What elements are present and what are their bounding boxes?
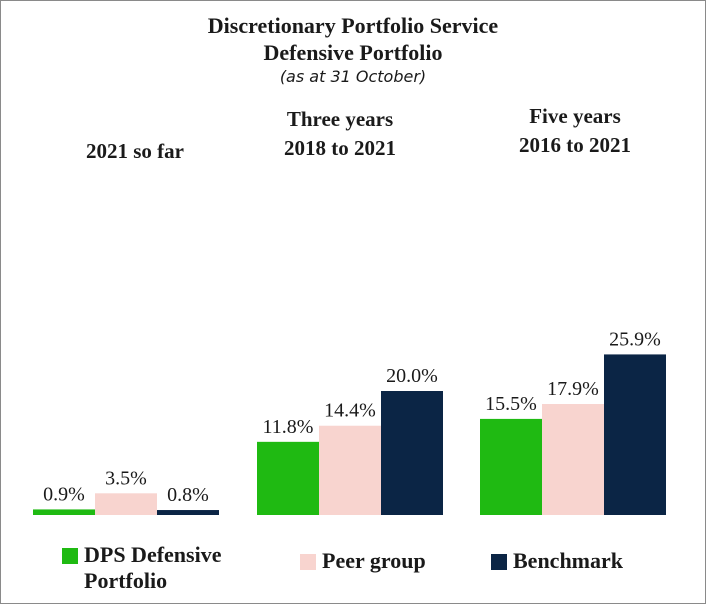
bar-peer-three-years — [319, 425, 381, 515]
legend-item-dps: DPS Defensive Portfolio — [62, 542, 221, 594]
legend-label-dps: DPS Defensive Portfolio — [84, 542, 222, 593]
legend-swatch-peer — [300, 554, 316, 570]
chart-title: Discretionary Portfolio Service — [207, 13, 499, 38]
bar-benchmark-2021 — [157, 510, 219, 515]
group-label-2021: 2021 so far — [50, 137, 220, 166]
chart-date-note: (as at 31 October) — [279, 67, 427, 86]
bar-benchmark-five-years — [604, 354, 666, 515]
legend: DPS Defensive Portfolio Peer group Bench… — [0, 542, 706, 598]
value-label-benchmark-five-years: 25.9% — [609, 328, 661, 350]
bar-dps-2021 — [33, 509, 95, 515]
value-label-peer-five-years: 17.9% — [547, 378, 599, 400]
legend-swatch-benchmark — [491, 554, 507, 570]
value-label-dps-three-years: 11.8% — [263, 416, 314, 438]
bar-peer-2021 — [95, 493, 157, 515]
group-label-three-years-line2: 2018 to 2021 — [284, 136, 396, 160]
group-label-five-years-line1: Five years — [529, 104, 621, 128]
group-label-three-years-line1: Three years — [286, 107, 394, 131]
value-label-peer-three-years: 14.4% — [324, 400, 376, 422]
group-label-2021-line1: 2021 so far — [86, 139, 184, 163]
bar-peer-five-years — [542, 404, 604, 515]
group-label-five-years: Five years 2016 to 2021 — [475, 102, 675, 160]
value-label-peer-2021: 3.5% — [105, 467, 147, 489]
legend-label-benchmark: Benchmark — [513, 548, 623, 573]
value-label-benchmark-three-years: 20.0% — [386, 365, 438, 387]
legend-swatch-dps — [62, 548, 78, 564]
value-label-dps-five-years: 15.5% — [485, 393, 537, 415]
value-label-benchmark-2021: 0.8% — [167, 484, 209, 506]
group-label-three-years: Three years 2018 to 2021 — [240, 105, 440, 163]
chart-title-line2: Defensive Portfolio — [263, 40, 443, 65]
group-label-five-years-line2: 2016 to 2021 — [519, 133, 631, 157]
legend-item-benchmark: Benchmark — [491, 548, 623, 574]
legend-item-peer: Peer group — [300, 548, 426, 574]
bar-dps-five-years — [480, 418, 542, 515]
bar-benchmark-three-years — [381, 391, 443, 515]
bar-dps-three-years — [257, 441, 319, 515]
legend-label-peer: Peer group — [322, 548, 426, 573]
value-label-dps-2021: 0.9% — [43, 483, 85, 505]
